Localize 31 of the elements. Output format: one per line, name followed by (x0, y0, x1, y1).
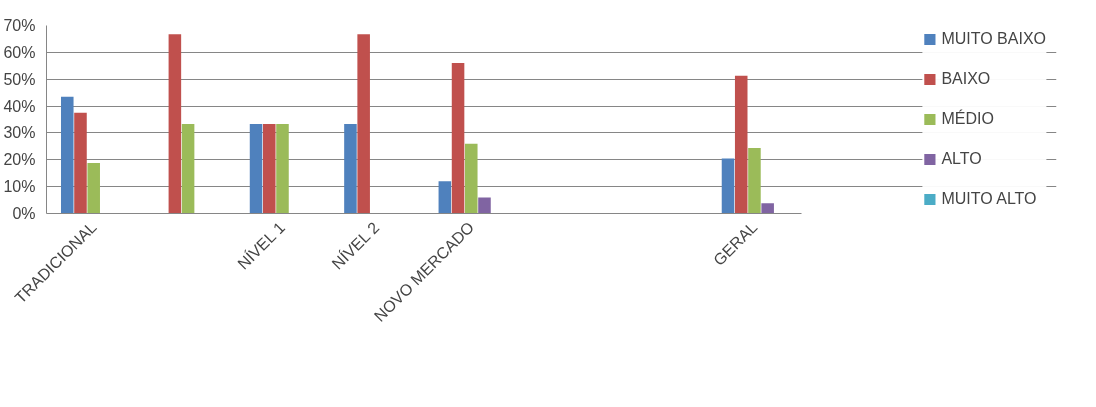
bar (734, 75, 748, 214)
legend-label: MÉDIO (941, 110, 994, 128)
y-tick-label: 30% (3, 124, 36, 142)
bar (748, 147, 761, 214)
bar (761, 203, 774, 214)
bar (249, 124, 263, 214)
bar (74, 112, 87, 214)
y-tick-label: 20% (3, 151, 36, 169)
bar (276, 124, 289, 214)
bar (464, 143, 478, 214)
y-tick-label: 10% (3, 178, 36, 196)
y-tick-label: 60% (3, 43, 36, 61)
y-tick-label: 50% (3, 70, 36, 88)
bar (344, 124, 357, 214)
bar (451, 63, 465, 214)
legend-label: MUITO BAIXO (941, 30, 1046, 48)
bar (262, 124, 276, 214)
legend-label: BAIXO (941, 70, 991, 88)
y-tick-label: 70% (3, 17, 36, 34)
bar (87, 163, 100, 214)
bar (181, 124, 195, 214)
bar (357, 34, 370, 214)
bar (721, 158, 735, 214)
y-tick-label: 40% (3, 97, 36, 115)
bar (438, 181, 452, 214)
y-tick-label: 0% (12, 205, 36, 222)
bar (168, 34, 182, 214)
bar (478, 197, 491, 214)
bar (60, 96, 74, 214)
legend-label: ALTO (941, 150, 982, 168)
legend-label: MUITO ALTO (941, 190, 1037, 208)
